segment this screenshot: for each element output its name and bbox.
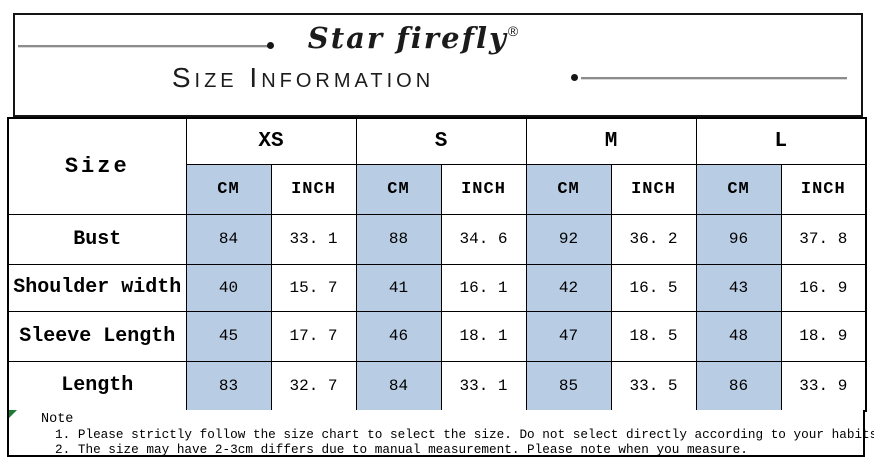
- row-label-shoulder-width: Shoulder width: [7, 263, 187, 312]
- value-cell: 86: [695, 360, 782, 412]
- value-cell: 84: [185, 213, 272, 265]
- unit-header-inch: INCH: [440, 163, 527, 215]
- size-table: Size XS S M L CM INCH CM INCH CM INCH CM…: [7, 117, 868, 412]
- size-header-s: S: [355, 117, 527, 165]
- size-header-xs: XS: [185, 117, 357, 165]
- value-cell: 33. 5: [610, 360, 697, 412]
- left-divider-line: [18, 45, 270, 47]
- left-line-dot: [267, 42, 274, 49]
- value-cell: 85: [525, 360, 612, 412]
- value-cell: 16. 1: [440, 263, 527, 312]
- registered-trademark-icon: ®: [507, 23, 519, 39]
- value-cell: 18. 1: [440, 310, 527, 362]
- note-line: 2. The size may have 2-3cm differs due t…: [55, 442, 748, 457]
- value-cell: 45: [185, 310, 272, 362]
- unit-header-cm: CM: [525, 163, 612, 215]
- unit-header-inch: INCH: [610, 163, 697, 215]
- value-cell: 41: [355, 263, 442, 312]
- unit-header-inch: INCH: [270, 163, 357, 215]
- size-header-l: L: [695, 117, 867, 165]
- size-header-m: M: [525, 117, 697, 165]
- value-cell: 47: [525, 310, 612, 362]
- unit-header-cm: CM: [695, 163, 782, 215]
- row-label-sleeve-length: Sleeve Length: [7, 310, 187, 362]
- value-cell: 17. 7: [270, 310, 357, 362]
- brand-name: Star firefly: [307, 21, 508, 55]
- note-line: 1. Please strictly follow the size chart…: [55, 427, 874, 442]
- size-corner-cell: Size: [7, 117, 187, 215]
- value-cell: 43: [695, 263, 782, 312]
- value-cell: 15. 7: [270, 263, 357, 312]
- table-row-units: CM INCH CM INCH CM INCH CM INCH: [8, 163, 867, 215]
- value-cell: 16. 9: [780, 263, 867, 312]
- value-cell: 33. 9: [780, 360, 867, 412]
- value-cell: 18. 5: [610, 310, 697, 362]
- value-cell: 40: [185, 263, 272, 312]
- note-box: Note 1. Please strictly follow the size …: [7, 410, 874, 457]
- value-cell: 92: [525, 213, 612, 265]
- table-row-length: Length 83 32. 7 84 33. 1 85 33. 5 86 33.…: [7, 360, 867, 412]
- table-row-sleeve-length: Sleeve Length 45 17. 7 46 18. 1 47 18. 5…: [7, 310, 867, 362]
- unit-header-cm: CM: [355, 163, 442, 215]
- table-row-sizes: Size XS S M L: [7, 117, 867, 215]
- unit-header-inch: INCH: [780, 163, 867, 215]
- row-label-bust: Bust: [7, 213, 187, 265]
- brand-title: Star firefly®: [15, 21, 811, 55]
- value-cell: 36. 2: [610, 213, 697, 265]
- value-cell: 32. 7: [270, 360, 357, 412]
- note-title: Note: [41, 412, 74, 427]
- value-cell: 42: [525, 263, 612, 312]
- unit-header-cm: CM: [185, 163, 272, 215]
- value-cell: 88: [355, 213, 442, 265]
- brand-header-box: Star firefly® Size Information: [13, 13, 863, 117]
- page-title: Size Information: [171, 62, 435, 93]
- value-cell: 96: [695, 213, 782, 265]
- table-row-shoulder-width: Shoulder width 40 15. 7 41 16. 1 42 16. …: [7, 263, 867, 312]
- value-cell: 18. 9: [780, 310, 867, 362]
- value-cell: 34. 6: [440, 213, 527, 265]
- row-label-length: Length: [7, 360, 187, 412]
- value-cell: 84: [355, 360, 442, 412]
- right-line-dot: [571, 74, 578, 81]
- table-row-bust: Bust 84 33. 1 88 34. 6 92 36. 2 96 37. 8: [7, 213, 867, 265]
- value-cell: 33. 1: [440, 360, 527, 412]
- value-cell: 37. 8: [780, 213, 867, 265]
- value-cell: 33. 1: [270, 213, 357, 265]
- value-cell: 83: [185, 360, 272, 412]
- value-cell: 48: [695, 310, 782, 362]
- right-divider-line: [581, 77, 847, 79]
- excel-corner-flag-icon: [9, 410, 17, 418]
- value-cell: 16. 5: [610, 263, 697, 312]
- value-cell: 46: [355, 310, 442, 362]
